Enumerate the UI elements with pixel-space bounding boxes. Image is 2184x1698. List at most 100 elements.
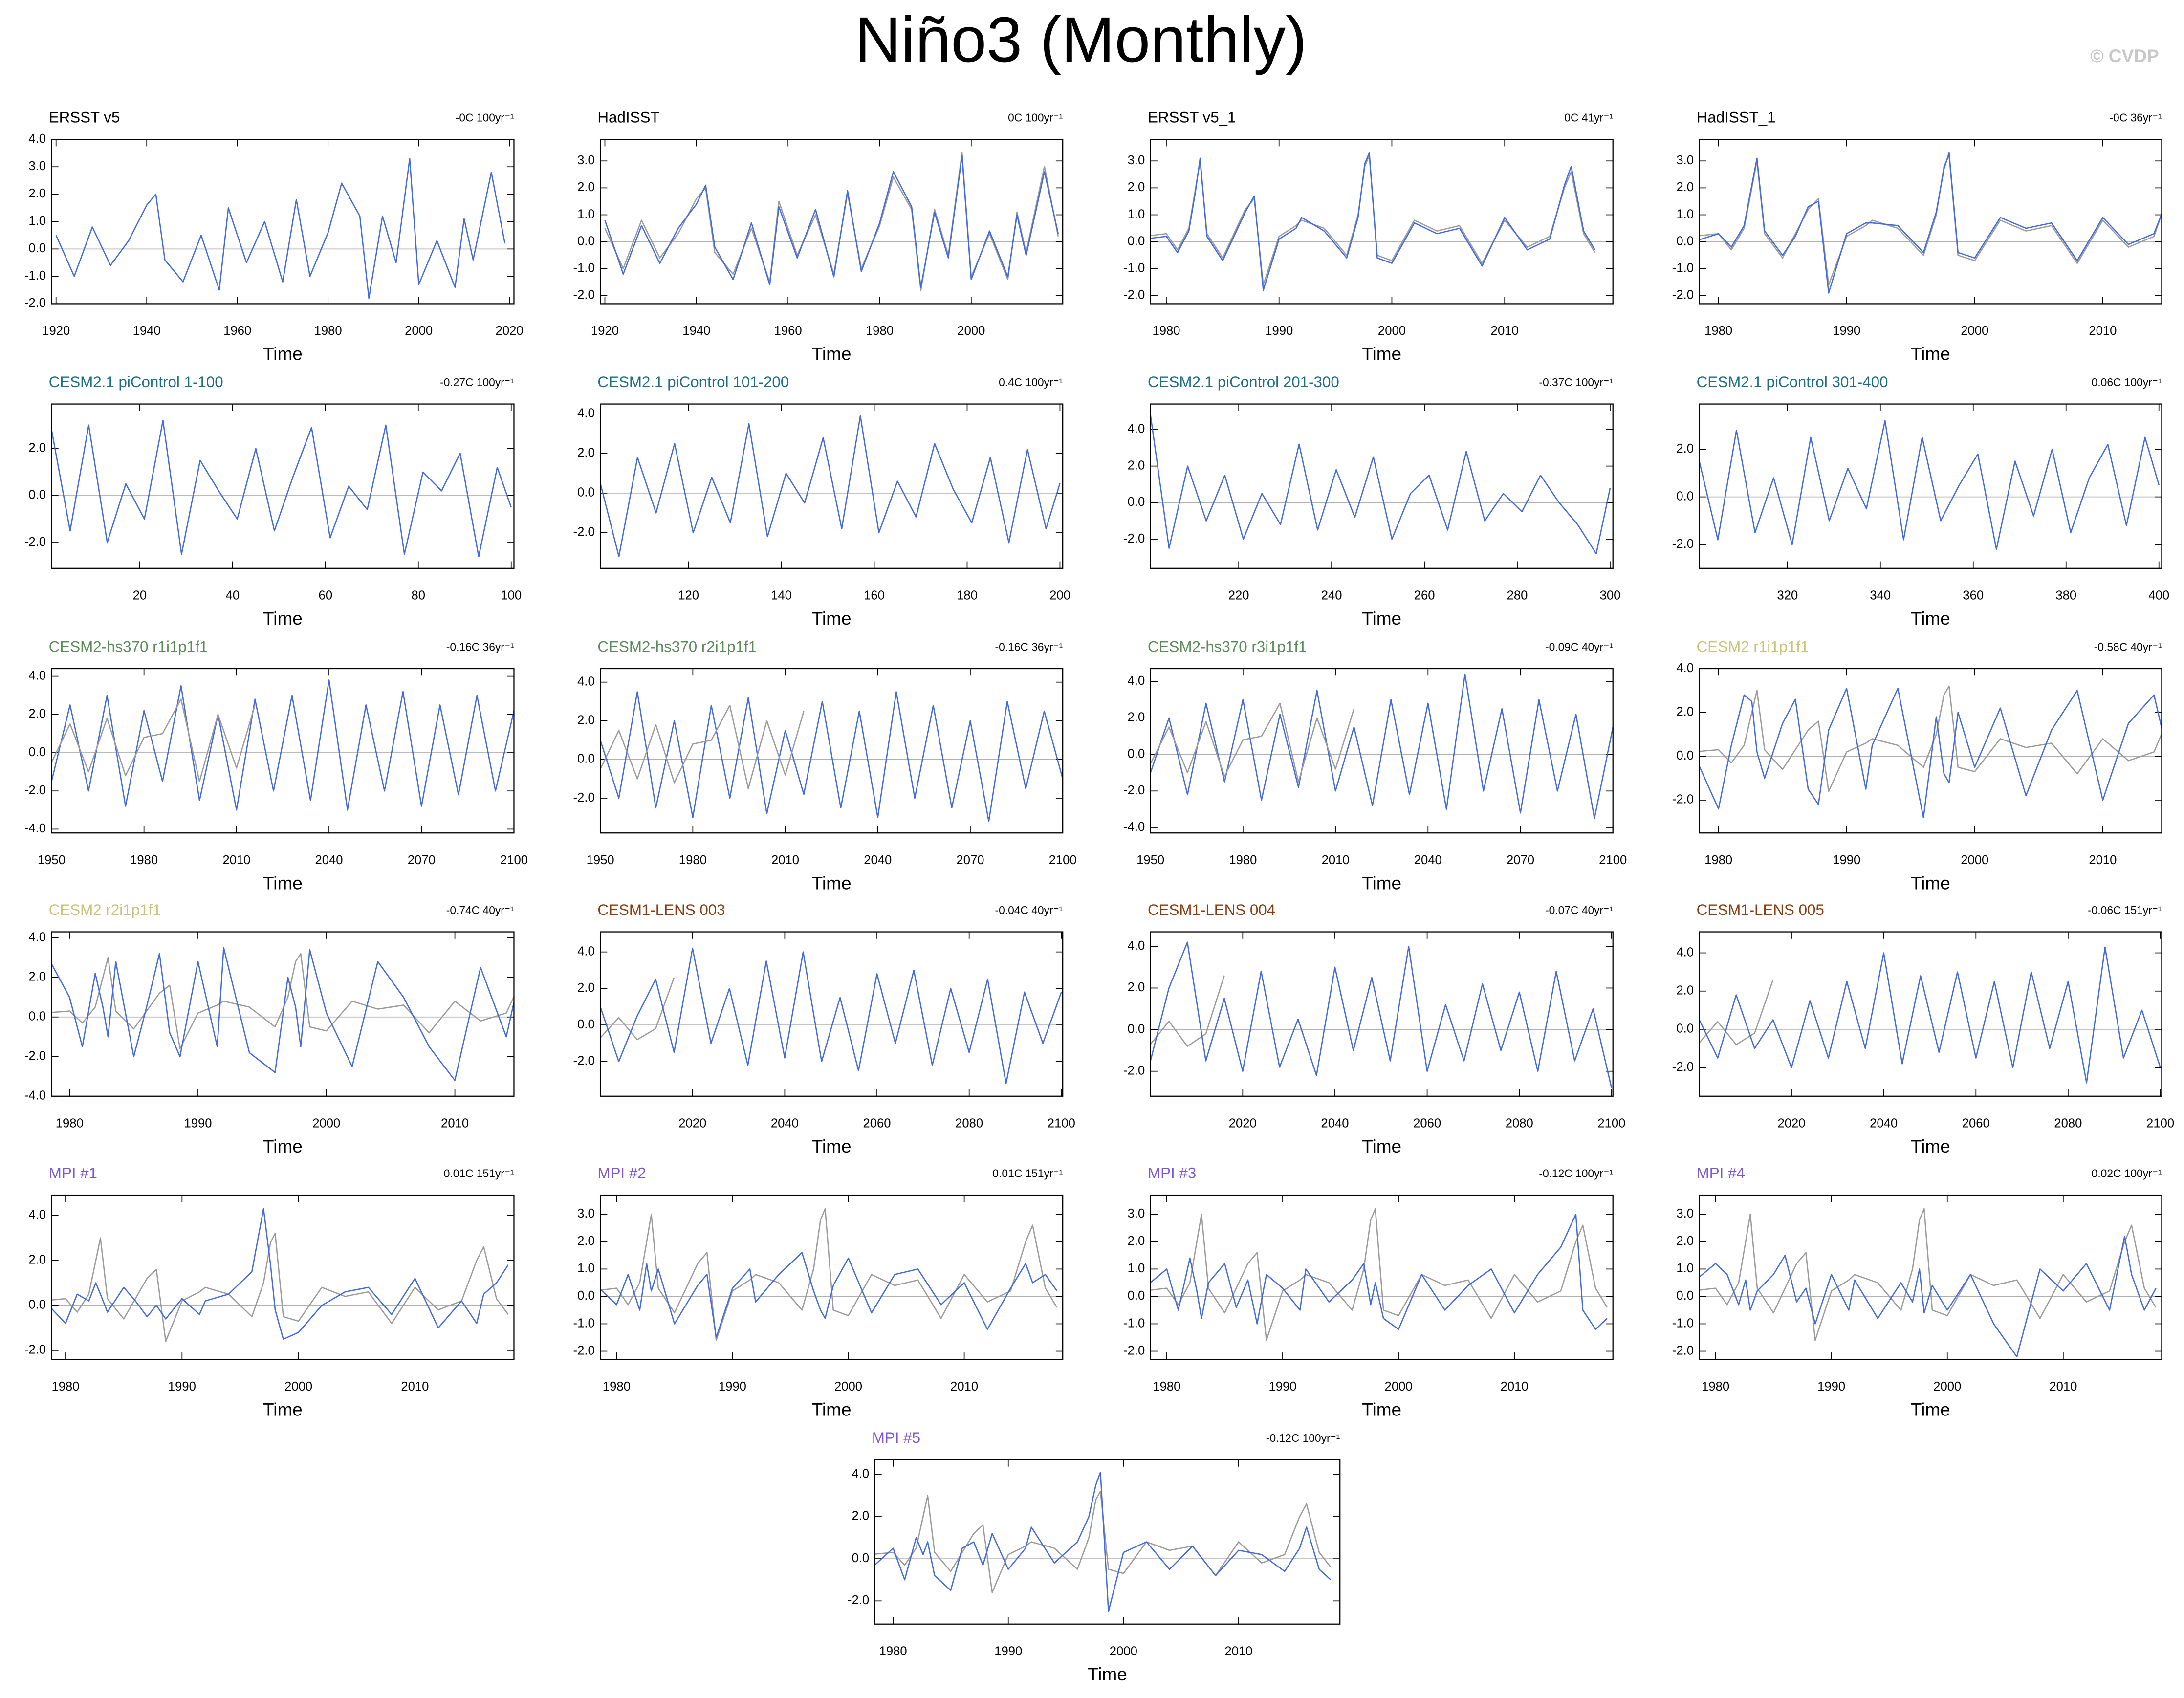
y-tick-label: 0.0 [1128,1022,1145,1036]
x-tick-label: 1980 [679,853,707,867]
x-tick-label: 1990 [168,1380,196,1393]
x-tick-label: 1920 [591,324,619,338]
plot-frame [599,403,1064,569]
x-axis-label: Time [812,872,852,893]
x-tick-label: 200 [1049,589,1070,603]
y-tick-label: 0.0 [577,1289,595,1303]
y-tick-label: -2.0 [1123,1064,1145,1077]
x-tick-label: 2040 [315,853,343,867]
y-tick-label: 1.0 [577,207,595,221]
x-tick-label: 2000 [312,1117,340,1131]
x-tick-label: 2000 [1378,324,1406,338]
y-tick-label: 0.0 [1676,1022,1694,1036]
y-tick-label: -2.0 [573,1344,595,1357]
series-line [600,947,1062,1084]
y-tick-label: 2.0 [1128,711,1145,724]
y-tick-label: 4.0 [1676,661,1694,675]
panel: MPI #1 0.01C 151yr⁻¹ -2.0 0.0 2.0 4.0 1980 1990… [24,1165,515,1420]
plot-frame [1699,1194,2162,1360]
x-tick-label: 40 [226,589,240,603]
x-tick-label: 2080 [955,1117,983,1131]
x-tick-label: 2000 [1385,1380,1413,1393]
plot-frame [51,403,515,569]
x-tick-label: 2000 [957,324,985,338]
series-line [1150,941,1613,1088]
panel: CESM2-hs370 r3i1p1f1 -0.09C 40yr⁻¹ -4.0 -2.… [1123,638,1627,893]
panel-title: CESM2.1 piControl 201-300 [1148,373,1339,391]
panel-title: CESM1-LENS 004 [1148,901,1275,918]
y-tick-label: 1.0 [577,1262,595,1275]
panel: HadISST 0C 100yr⁻¹ -2.0 -1.0 0.0 1.0 2.0 3.0 192… [573,109,1064,364]
panel: CESM1-LENS 003 -0.04C 40yr⁻¹ -2.0 0.0 2.0 4.0… [573,901,1075,1156]
panel-title: MPI #1 [49,1165,97,1182]
trend-label: -0C 36yr⁻¹ [2109,111,2162,124]
trend-label: 0.02C 100yr⁻¹ [2092,1167,2162,1179]
x-tick-label: 2010 [2089,853,2117,867]
panel-title: MPI #3 [1148,1165,1196,1182]
x-axis-label: Time [1088,1664,1127,1684]
x-tick-label: 2010 [1501,1380,1529,1393]
y-tick-label: 2.0 [1676,705,1694,718]
x-tick-label: 220 [1228,589,1249,603]
plot-frame [51,931,515,1097]
x-tick-label: 2000 [1110,1644,1137,1658]
series-line [1699,946,2161,1084]
y-tick-label: 2.0 [577,180,595,194]
x-axis-label: Time [263,1399,303,1420]
y-tick-label: -2.0 [1672,288,1694,302]
x-tick-label: 2000 [405,324,433,338]
x-tick-label: 2010 [2049,1380,2077,1393]
y-tick-label: -4.0 [1123,820,1145,834]
y-tick-label: -1.0 [1672,1316,1694,1330]
y-tick-label: 4.0 [28,1208,46,1221]
x-axis-label: Time [1911,1136,1950,1156]
plot-frame [1699,931,2162,1097]
y-tick-label: 0.0 [1676,749,1694,762]
x-tick-label: 320 [1777,589,1798,603]
panel: HadISST_1 -0C 36yr⁻¹ -2.0 -1.0 0.0 1.0 2.0 3.0 1… [1672,109,2162,364]
panel: CESM2-hs370 r2i1p1f1 -0.16C 36yr⁻¹ -2.0 0.0… [573,638,1077,893]
trend-label: -0.09C 40yr⁻¹ [1545,640,1613,653]
x-axis-label: Time [263,872,303,893]
plot-frame [51,139,515,305]
x-tick-label: 1990 [1833,324,1860,338]
panel-title: CESM2.1 piControl 1-100 [49,373,223,391]
panel-title: ERSST v5 [49,109,120,126]
x-axis-label: Time [1362,1399,1401,1420]
x-tick-label: 2060 [1962,1117,1990,1131]
x-tick-label: 140 [771,589,792,603]
series-line [51,947,514,1081]
y-tick-label: -2.0 [1123,288,1145,302]
x-tick-label: 2060 [863,1117,891,1131]
y-tick-label: 0.0 [1676,489,1694,503]
y-tick-label: -2.0 [24,784,46,797]
y-tick-label: 2.0 [28,1253,46,1266]
x-tick-label: 180 [957,589,978,603]
plot-frame [51,1194,515,1360]
x-tick-label: 1980 [52,1380,80,1393]
y-tick-label: 3.0 [1128,1207,1145,1220]
y-tick-label: 2.0 [28,441,46,455]
x-tick-label: 2100 [1049,853,1077,867]
series-line [1699,688,2162,819]
plot-frame [1150,668,1614,834]
panel-title: ERSST v5_1 [1148,109,1236,126]
y-tick-label: -1.0 [24,269,46,283]
x-tick-label: 1980 [130,853,158,867]
x-tick-label: 2020 [496,324,524,338]
plot-frame [1699,668,2162,834]
x-tick-label: 2040 [864,853,892,867]
panel-title: CESM2.1 piControl 301-400 [1697,373,1888,391]
series-line [1150,1214,1608,1330]
trend-label: 0.01C 151yr⁻¹ [444,1167,514,1179]
series-line [1699,152,2162,294]
x-tick-label: 2020 [678,1117,706,1131]
y-tick-label: 0.0 [28,488,46,502]
y-tick-label: -2.0 [573,791,595,805]
series-line [600,704,805,789]
y-tick-label: -1.0 [573,1316,595,1330]
x-tick-label: 1980 [314,324,342,338]
plot-frame [1150,403,1614,569]
x-tick-label: 1950 [38,853,66,867]
x-axis-label: Time [812,1399,852,1420]
